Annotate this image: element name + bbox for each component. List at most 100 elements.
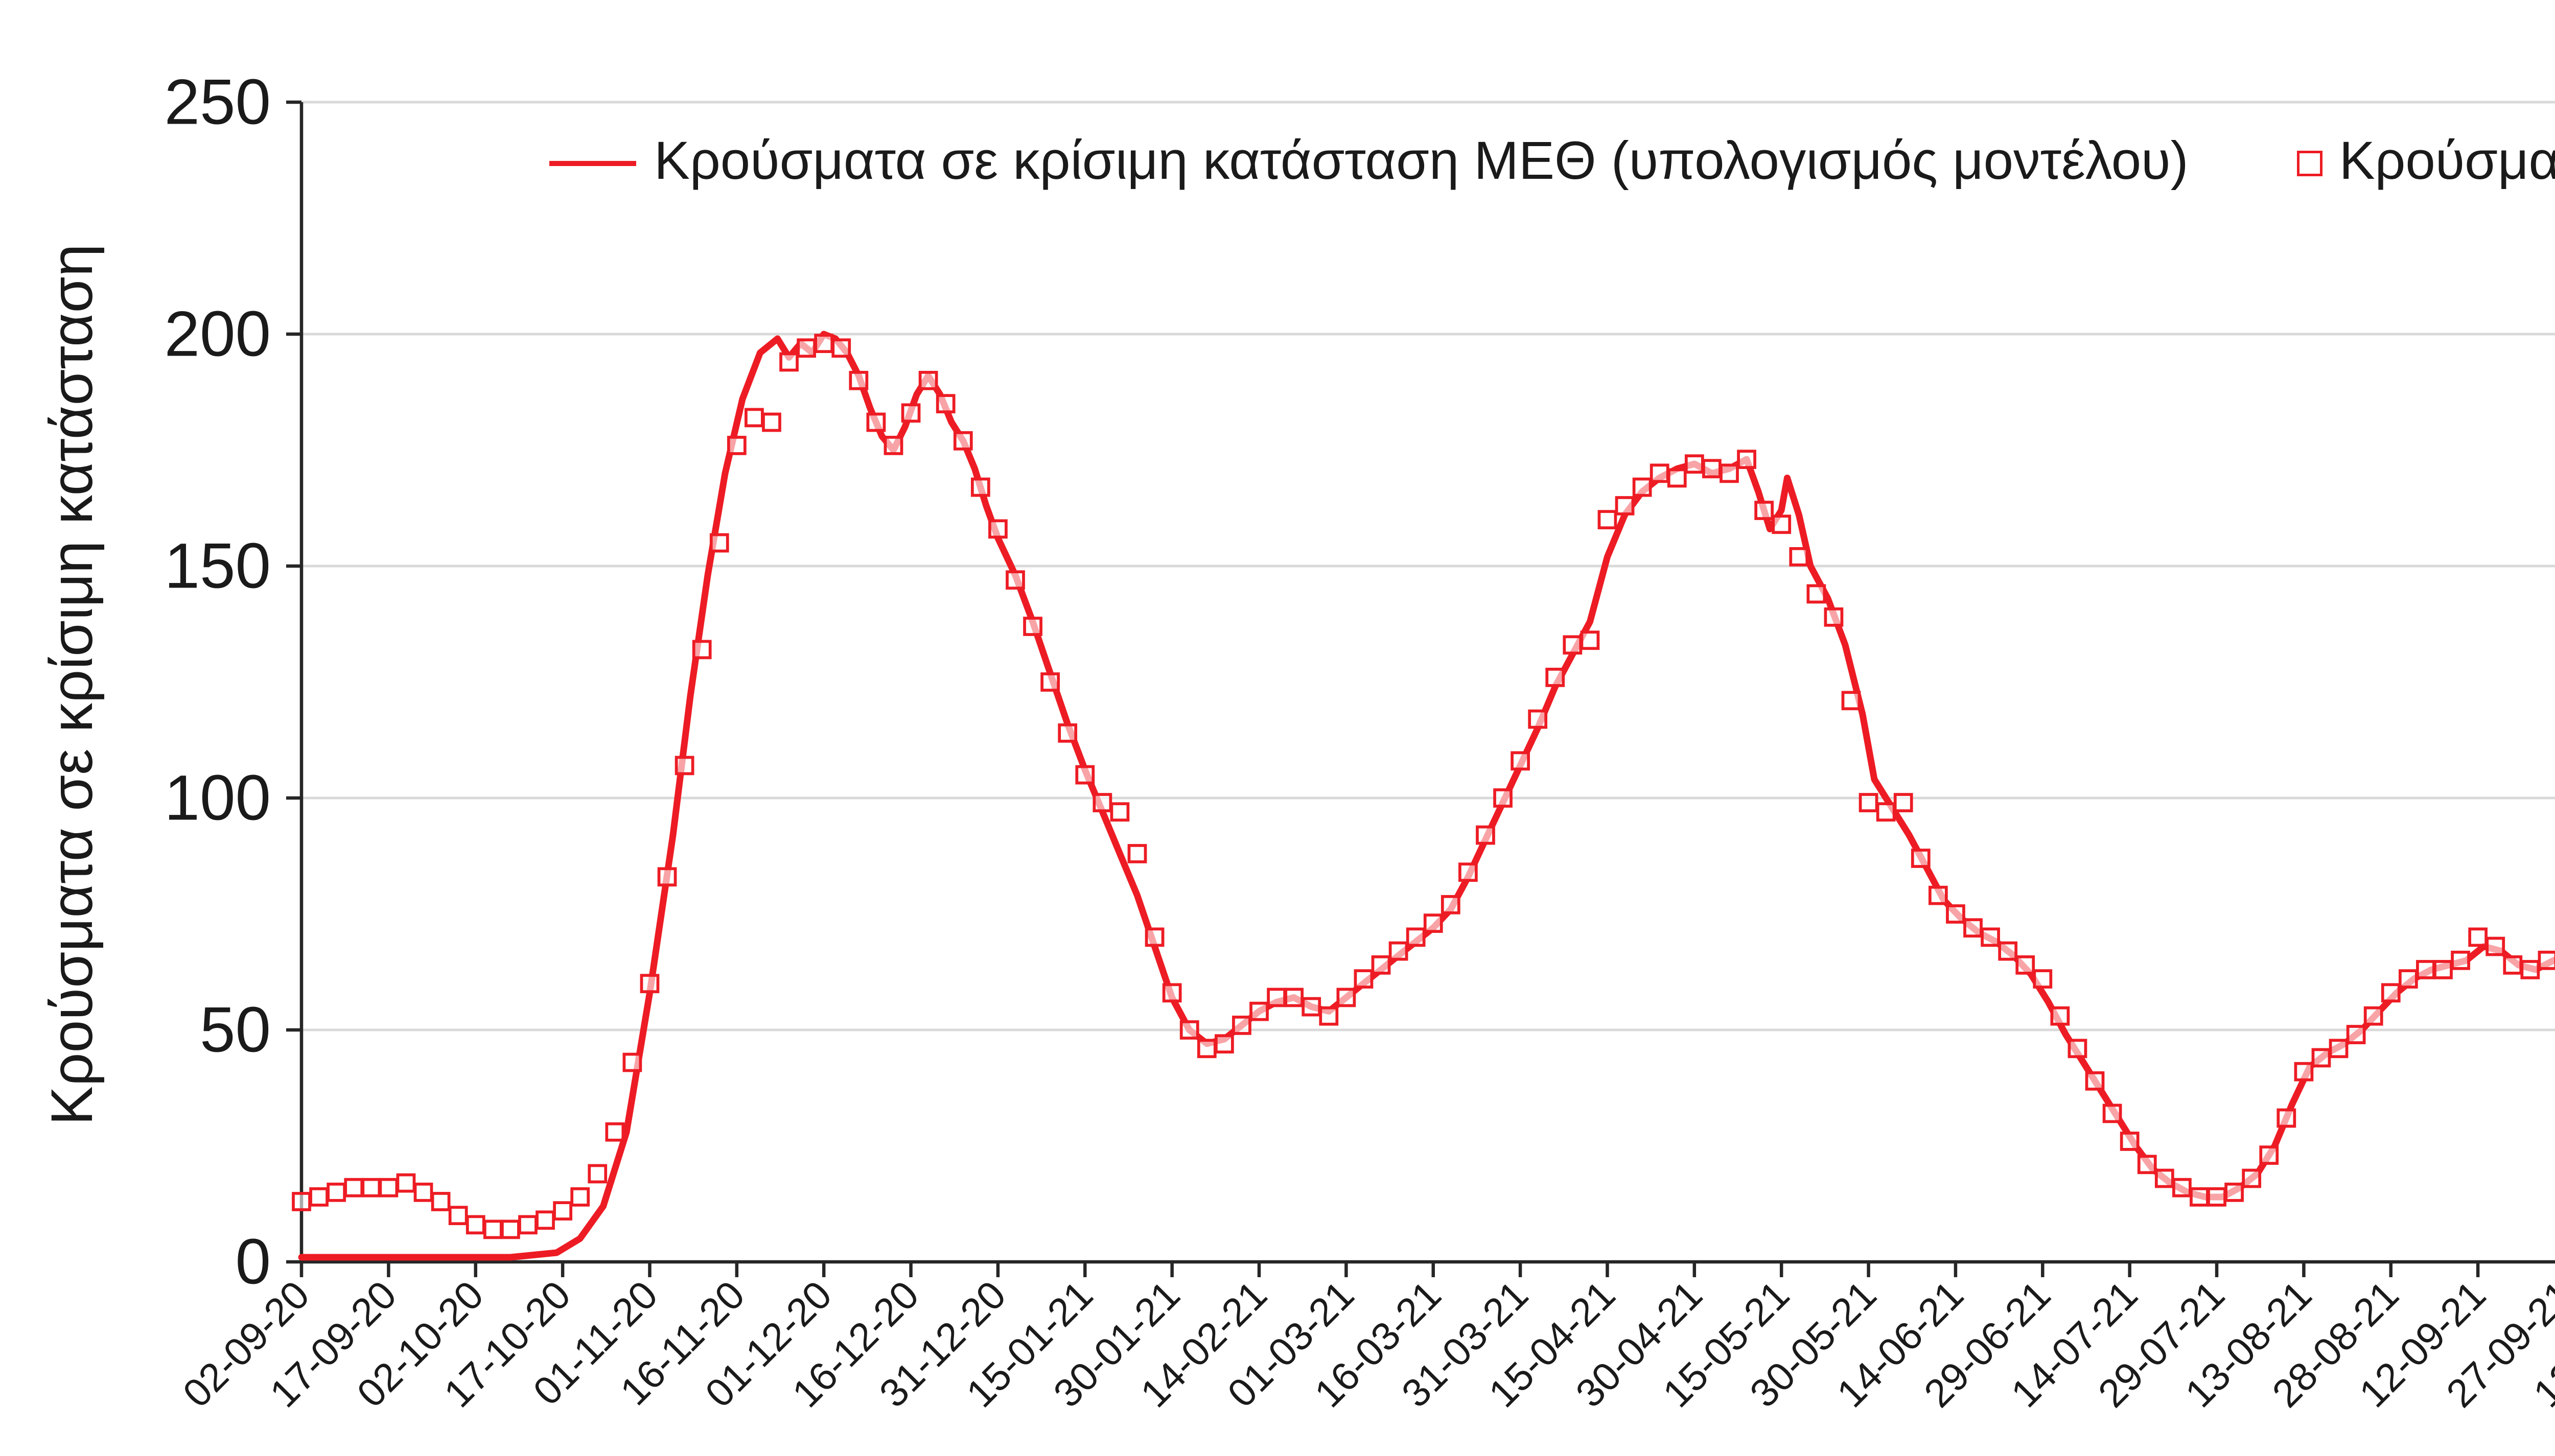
confirmed-marker <box>675 756 694 776</box>
confirmed-marker <box>831 338 851 358</box>
confirmed-marker <box>866 412 886 432</box>
confirmed-marker <box>657 867 677 887</box>
confirmed-marker <box>1075 765 1095 785</box>
confirmed-marker <box>2259 1145 2279 1165</box>
chart-legend: Κρούσματα σε κρίσιμη κατάσταση ΜΕΘ (υπολ… <box>549 133 2555 194</box>
confirmed-marker <box>1963 918 1983 938</box>
confirmed-marker <box>1946 904 1965 924</box>
confirmed-marker <box>2085 1071 2105 1091</box>
confirmed-marker <box>2363 1006 2383 1026</box>
confirmed-marker <box>622 1052 642 1072</box>
confirmed-marker <box>1824 607 1844 627</box>
confirmed-marker <box>1476 825 1495 845</box>
confirmed-marker <box>1981 927 2000 947</box>
confirmed-marker <box>2486 936 2505 956</box>
confirmed-marker <box>1232 1016 1251 1035</box>
confirmed-marker <box>2398 969 2418 989</box>
confirmed-marker <box>2294 1062 2314 1082</box>
confirmed-marker <box>1632 477 1652 497</box>
y-axis-title: Κρούσματα σε κρίσιμη κατάσταση <box>38 244 105 1125</box>
confirmed-marker <box>431 1192 451 1211</box>
confirmed-marker <box>953 431 973 451</box>
confirmed-marker <box>2015 955 2035 975</box>
confirmed-marker <box>1162 983 1182 1003</box>
confirmed-marker <box>1528 709 1548 729</box>
confirmed-marker <box>466 1215 485 1235</box>
confirmed-marker <box>1284 988 1304 1007</box>
confirmed-marker <box>1859 793 1878 812</box>
confirmed-marker <box>1998 941 2018 961</box>
confirmed-marker <box>2311 1048 2331 1068</box>
confirmed-marker <box>1058 723 1078 743</box>
confirmed-marker <box>709 533 729 553</box>
confirmed-marker <box>2068 1039 2087 1059</box>
confirmed-marker <box>797 338 816 358</box>
y-tick-label: 200 <box>164 299 271 370</box>
confirmed-marker <box>2416 960 2435 979</box>
confirmed-marker <box>483 1219 503 1239</box>
confirmed-marker <box>1319 1006 1339 1026</box>
confirmed-marker <box>500 1219 520 1239</box>
confirmed-marker <box>692 640 712 660</box>
confirmed-marker <box>936 394 956 414</box>
confirmed-marker <box>292 1192 311 1211</box>
confirmed-marker <box>1267 988 1286 1007</box>
confirmed-marker <box>2102 1103 2122 1123</box>
confirmed-marker <box>1214 1034 1234 1054</box>
confirmed-marker <box>1754 501 1774 520</box>
confirmed-marker <box>1789 547 1809 567</box>
confirmed-marker <box>1928 885 1948 905</box>
confirmed-marker <box>1127 844 1147 863</box>
confirmed-marker <box>1023 617 1042 636</box>
confirmed-marker <box>2433 960 2453 979</box>
confirmed-marker <box>884 436 903 455</box>
confirmed-marker <box>901 403 921 423</box>
confirmed-marker <box>2242 1168 2262 1188</box>
confirmed-marker <box>779 352 799 372</box>
confirmed-marker <box>379 1178 399 1197</box>
confirmed-marker <box>1093 793 1112 812</box>
confirmed-marker <box>327 1182 346 1202</box>
confirmed-marker <box>1737 450 1756 469</box>
confirmed-marker <box>2190 1187 2209 1207</box>
confirmed-marker <box>1841 691 1861 711</box>
confirmed-marker <box>1302 997 1321 1017</box>
confirmed-marker <box>2120 1132 2140 1151</box>
confirmed-marker <box>1006 570 1025 590</box>
confirmed-marker <box>814 334 834 354</box>
confirmed-marker <box>1423 913 1443 933</box>
confirmed-marker <box>2381 983 2401 1003</box>
confirmed-marker <box>605 1122 625 1142</box>
confirmed-marker <box>396 1173 416 1193</box>
confirmed-marker <box>2154 1168 2174 1188</box>
confirmed-marker <box>1406 927 1426 947</box>
confirmed-marker <box>309 1187 329 1207</box>
y-tick-label: 0 <box>235 1226 271 1297</box>
confirmed-marker <box>2033 969 2053 989</box>
confirmed-marker <box>1563 635 1583 655</box>
confirmed-marker <box>1249 1001 1269 1021</box>
legend-item-model: Κρούσματα σε κρίσιμη κατάσταση ΜΕΘ (υπολ… <box>549 133 2189 194</box>
confirmed-marker <box>1772 514 1792 534</box>
confirmed-marker <box>1667 468 1687 488</box>
confirmed-marker <box>1040 672 1060 692</box>
confirmed-marker-swatch-icon <box>2295 151 2321 176</box>
confirmed-marker <box>2224 1182 2244 1202</box>
confirmed-marker <box>344 1178 364 1197</box>
confirmed-marker <box>988 519 1008 539</box>
confirmed-marker <box>1388 941 1408 961</box>
y-tick-label: 100 <box>164 762 271 833</box>
confirmed-marker <box>1806 584 1826 604</box>
confirmed-marker <box>536 1210 555 1230</box>
confirmed-marker <box>1684 454 1704 474</box>
y-tick-label: 150 <box>164 531 271 602</box>
confirmed-marker <box>448 1206 468 1226</box>
y-tick-label: 250 <box>164 67 271 138</box>
confirmed-marker <box>2468 927 2488 947</box>
confirmed-marker <box>413 1182 433 1202</box>
confirmed-marker <box>918 370 938 390</box>
confirmed-marker <box>1145 927 1165 947</box>
confirmed-marker <box>1597 510 1617 530</box>
confirmed-marker <box>1702 459 1722 479</box>
